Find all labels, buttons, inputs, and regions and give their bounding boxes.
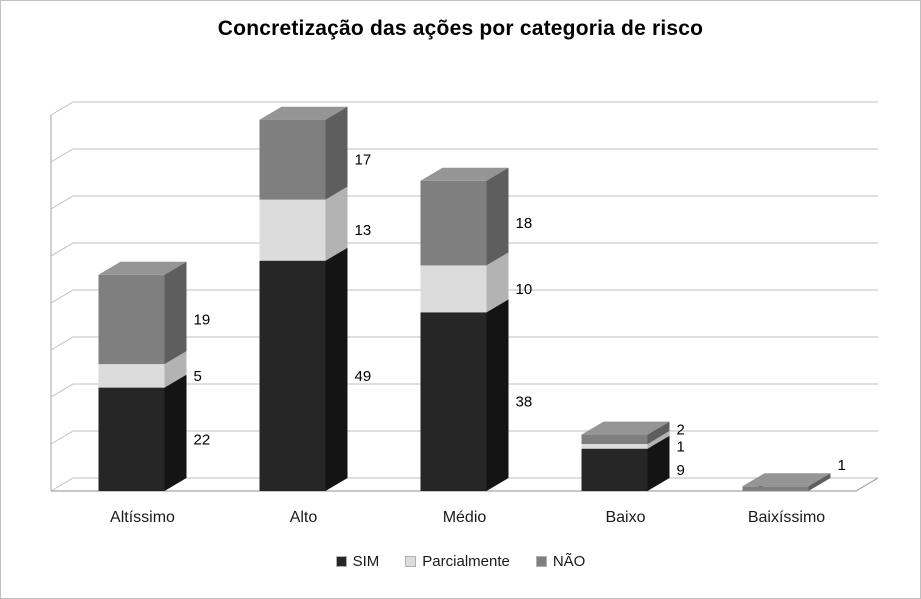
category-label: Médio: [443, 509, 487, 526]
bar-value-label: 19: [194, 311, 211, 328]
bar-segment: [98, 274, 165, 365]
bar-segment-side-face: [325, 186, 348, 261]
bar-segment-top-face: [742, 473, 831, 487]
bar-value-label: 1: [838, 457, 846, 474]
bar-segment: [420, 265, 487, 313]
bar-value-label: 17: [355, 152, 372, 169]
bar-segment-side-face: [325, 106, 348, 200]
gridline: [50, 289, 878, 304]
bar-segment-top-face: [98, 261, 187, 275]
bar-segment: [420, 180, 487, 266]
chart-title: Concretização das ações por categoria de…: [217, 17, 704, 40]
bar-segment-side-face: [647, 435, 670, 491]
bar-segment: [420, 312, 487, 491]
bar-value-label: 49: [355, 368, 372, 385]
bar-segment: [742, 486, 809, 491]
bar-segment-top-face: [259, 106, 348, 120]
gridline: [50, 148, 878, 163]
bar-value-label: 1: [677, 438, 685, 455]
bar-segment-top-face: [581, 421, 670, 435]
bar-segment: [98, 364, 165, 388]
legend-swatch: [335, 556, 347, 567]
legend-label: NÃO: [552, 553, 586, 570]
legend-swatch: [405, 556, 417, 567]
bar-segment-top-face: [420, 167, 509, 181]
legend-label: SIM: [352, 553, 380, 570]
legend-swatch: [535, 556, 547, 567]
bar-value-label: 9: [677, 462, 685, 479]
bar-segment-side-face: [164, 351, 187, 388]
chart-legend: SIM Parcialmente NÃO: [1, 553, 920, 570]
category-label: Baixo: [605, 509, 645, 526]
bar-segment: [259, 199, 326, 261]
bar-value-label: 13: [355, 222, 372, 239]
bar-value-label: 18: [516, 215, 533, 232]
bar-segment: [259, 119, 326, 200]
bar-segment-side-face: [647, 421, 670, 444]
gridline: [50, 195, 878, 210]
bar-segment-side-face: [808, 473, 831, 491]
bar-segment: [98, 387, 165, 491]
legend-item-sim: SIM: [335, 553, 380, 570]
category-label: Altíssimo: [110, 509, 175, 526]
bar-segment: [581, 444, 648, 449]
gridline: [50, 383, 878, 398]
legend-item-não: NÃO: [535, 553, 586, 570]
bar-segment: [581, 448, 648, 491]
bar-segment-side-face: [164, 261, 187, 365]
bar-segment-side-face: [486, 252, 509, 313]
gridline: [50, 101, 878, 116]
bar-segment: [259, 260, 326, 491]
bar-segment-side-face: [164, 374, 187, 491]
bar-segment-side-face: [486, 167, 509, 266]
bar-value-label: 38: [516, 394, 533, 411]
gridline: [50, 336, 878, 351]
bar-value-label: 2: [677, 421, 685, 438]
bar-segment-side-face: [647, 431, 670, 449]
bar-value-label: 22: [194, 431, 211, 448]
legend-item-parcialmente: Parcialmente: [405, 553, 510, 570]
category-label: Baixíssimo: [748, 509, 825, 526]
gridline: [50, 242, 878, 257]
bar-segment-side-face: [325, 247, 348, 491]
bar-value-label: 5: [194, 368, 202, 385]
bar-segment: [581, 434, 648, 444]
bar-segment-side-face: [486, 299, 509, 491]
bar-value-label: 10: [516, 281, 533, 298]
legend-label: Parcialmente: [422, 553, 510, 570]
category-label: Alto: [290, 509, 318, 526]
